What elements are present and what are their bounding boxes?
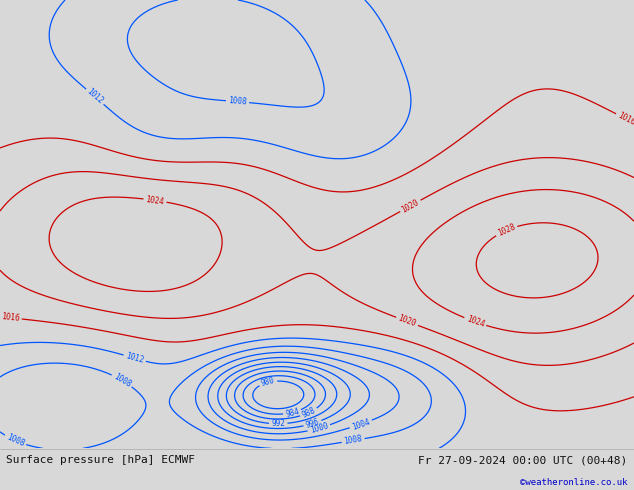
Text: 1008: 1008 bbox=[228, 97, 247, 107]
Text: 992: 992 bbox=[271, 419, 285, 428]
Text: 1016: 1016 bbox=[1, 312, 20, 323]
Text: 988: 988 bbox=[301, 406, 317, 419]
Text: 1016: 1016 bbox=[616, 111, 634, 127]
Text: 1024: 1024 bbox=[465, 315, 486, 329]
Text: Surface pressure [hPa] ECMWF: Surface pressure [hPa] ECMWF bbox=[6, 455, 195, 465]
Text: 996: 996 bbox=[304, 417, 321, 430]
Text: 1000: 1000 bbox=[309, 421, 329, 435]
Text: ©weatheronline.co.uk: ©weatheronline.co.uk bbox=[520, 478, 628, 487]
Text: 1012: 1012 bbox=[124, 351, 145, 365]
Text: 1012: 1012 bbox=[85, 87, 105, 106]
Text: 1008: 1008 bbox=[343, 435, 363, 446]
Text: 1024: 1024 bbox=[145, 195, 165, 206]
Text: 1008: 1008 bbox=[5, 433, 25, 448]
Text: 1020: 1020 bbox=[397, 314, 417, 329]
Text: 1020: 1020 bbox=[400, 197, 420, 214]
Text: 1008: 1008 bbox=[112, 372, 133, 389]
Text: 1028: 1028 bbox=[496, 222, 517, 238]
Text: 984: 984 bbox=[285, 407, 300, 418]
Text: 980: 980 bbox=[260, 376, 276, 389]
Text: Fr 27-09-2024 00:00 UTC (00+48): Fr 27-09-2024 00:00 UTC (00+48) bbox=[418, 455, 628, 465]
Text: 1004: 1004 bbox=[351, 417, 371, 431]
